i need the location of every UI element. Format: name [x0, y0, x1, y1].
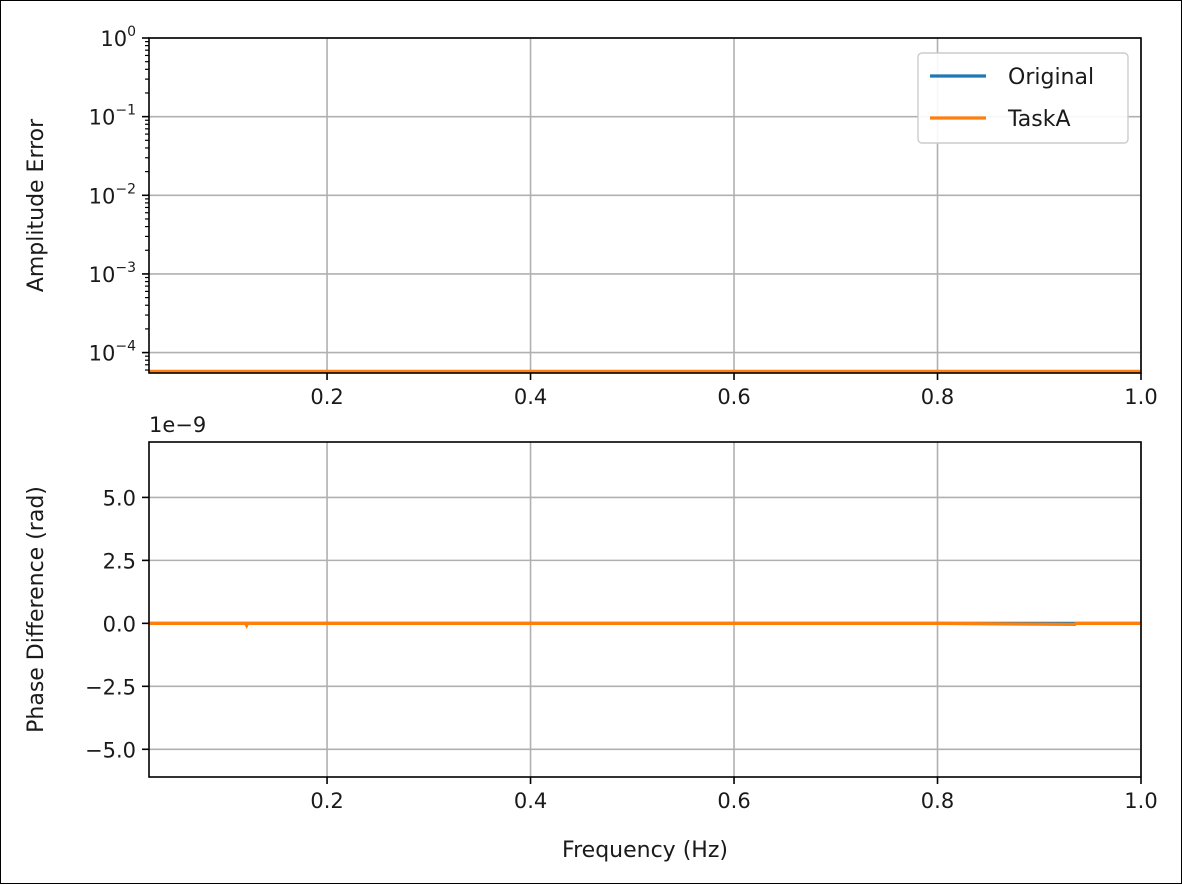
y-tick-label: 10−1 [89, 103, 136, 130]
series-group [149, 621, 1141, 629]
y-tick-label: 100 [100, 24, 136, 51]
plot-panel-1: 0.2 0.4 0.6 0.8 1.0 100 10−1 10−2 10−3 10−4 Amplit… [24, 24, 1158, 409]
x-tick-label: 0.4 [514, 385, 547, 409]
y-tick-label: 10−4 [89, 339, 136, 366]
x-axis-label: Frequency (Hz) [562, 838, 728, 863]
legend: Original TaskA [917, 52, 1129, 144]
x-tick-label: 1.0 [1124, 789, 1157, 813]
axes-frame [148, 441, 1142, 778]
y-axis-label: Phase Difference (rad) [24, 486, 49, 733]
axes-frame [148, 37, 1142, 374]
x-tick-label: 0.6 [717, 385, 750, 409]
y-tick-label: 2.5 [103, 549, 136, 573]
y-tick-label: −5.0 [85, 738, 136, 762]
x-tick-label: 0.4 [514, 789, 547, 813]
x-tick-label: 0.6 [717, 789, 750, 813]
legend-label: Original [1008, 65, 1094, 90]
y-tick-label: 10−3 [89, 260, 136, 287]
x-tick-label: 0.8 [921, 385, 954, 409]
y-tick-label: −2.5 [85, 675, 136, 699]
series-line-taska [149, 621, 1141, 629]
x-tick-label: 0.2 [310, 789, 343, 813]
y-offset-label: 1e−9 [149, 413, 206, 437]
y-tick-label: 10−2 [89, 181, 136, 208]
x-tick-label: 1.0 [1124, 385, 1157, 409]
y-tick-label: 5.0 [103, 486, 136, 510]
plot-panel-2: 0.2 0.4 0.6 0.8 1.0 5.0 2.5 0.0 −2.5 −5.0 Phase Di… [24, 413, 1158, 863]
y-axis-label: Amplitude Error [24, 118, 49, 292]
x-tick-label: 0.2 [310, 385, 343, 409]
legend-label: TaskA [1007, 107, 1071, 132]
x-tick-label: 0.8 [921, 789, 954, 813]
y-tick-label: 0.0 [103, 612, 136, 636]
